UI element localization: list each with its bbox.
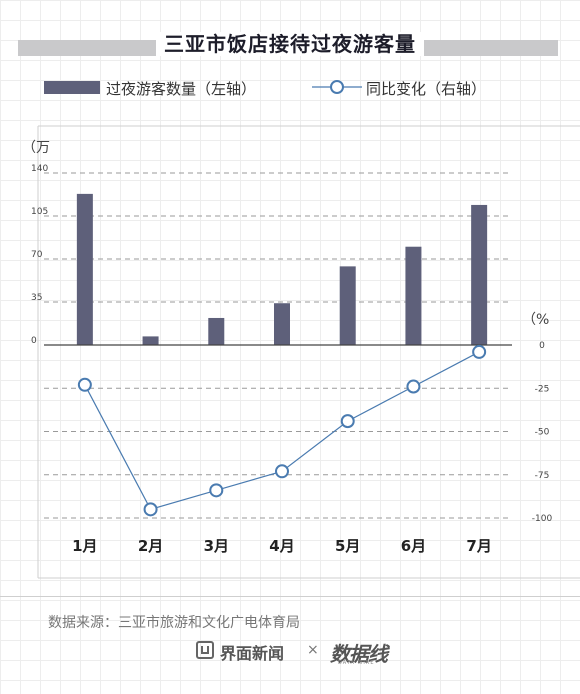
source-note: 数据来源：三亚市旅游和文化广电体育局 bbox=[48, 615, 300, 631]
partner-logo: 数据线 bbox=[330, 642, 388, 666]
left-unit-label: （万 bbox=[22, 140, 50, 156]
bar bbox=[405, 246, 422, 345]
legend-bar-swatch bbox=[44, 81, 100, 94]
left-tick-label: 0 bbox=[31, 336, 37, 346]
right-tick-label: -25 bbox=[535, 384, 550, 394]
line-point bbox=[406, 379, 421, 394]
plot-area: 0 35 70 105 140 0 -25 -50 -75 -100 （万 （% 1月 2月 3月 4月 5月 6… bbox=[22, 125, 580, 579]
bar bbox=[274, 303, 290, 345]
footer-divider bbox=[0, 596, 580, 597]
line-point bbox=[77, 377, 92, 392]
chart-title-wrap: 三亚市饭店接待过夜游客量 bbox=[0, 28, 580, 57]
line-point bbox=[209, 483, 224, 498]
x-tick-label: 5月 bbox=[335, 537, 360, 555]
brand-name: 界面新闻 bbox=[220, 644, 285, 663]
legend-line-swatch bbox=[312, 80, 362, 94]
bar bbox=[76, 193, 93, 345]
bar bbox=[339, 266, 356, 345]
legend-bar-label: 过夜游客数量（左轴） bbox=[106, 80, 257, 98]
left-tick-label: 140 bbox=[31, 164, 48, 174]
line-point bbox=[275, 464, 289, 479]
x-tick-label: 4月 bbox=[269, 537, 294, 555]
series-line bbox=[84, 351, 480, 511]
legend-line-label: 同比变化（右轴） bbox=[366, 80, 487, 98]
bar bbox=[208, 317, 225, 345]
right-tick-label: -100 bbox=[532, 514, 553, 524]
jiemian-logo-icon bbox=[196, 641, 214, 659]
legend: 过夜游客数量（左轴） 同比变化（右轴） bbox=[0, 76, 580, 100]
right-tick-label: -75 bbox=[535, 471, 550, 481]
x-tick-label: 7月 bbox=[466, 537, 491, 555]
partner-logo-sub: DATA WIRE bbox=[338, 660, 375, 666]
bar bbox=[142, 336, 159, 345]
left-tick-label: 105 bbox=[31, 207, 48, 217]
right-unit-label: （% bbox=[522, 312, 549, 328]
bar bbox=[471, 204, 488, 345]
chart-title: 三亚市饭店接待过夜游客量 bbox=[156, 32, 424, 56]
line-point bbox=[340, 414, 355, 429]
right-tick-label: 0 bbox=[539, 341, 545, 351]
brand-times: × bbox=[307, 642, 319, 658]
x-tick-label: 1月 bbox=[72, 537, 97, 555]
right-tick-label: -50 bbox=[535, 428, 550, 438]
x-tick-label: 6月 bbox=[401, 537, 426, 555]
brand-footer: 界面新闻 × 数据线 DATA WIRE bbox=[0, 640, 580, 666]
line-point bbox=[143, 502, 158, 517]
left-tick-label: 70 bbox=[31, 250, 43, 260]
x-tick-label: 2月 bbox=[138, 537, 163, 555]
left-tick-label: 35 bbox=[31, 293, 42, 303]
x-tick-label: 3月 bbox=[204, 537, 229, 555]
line-point bbox=[472, 344, 487, 359]
